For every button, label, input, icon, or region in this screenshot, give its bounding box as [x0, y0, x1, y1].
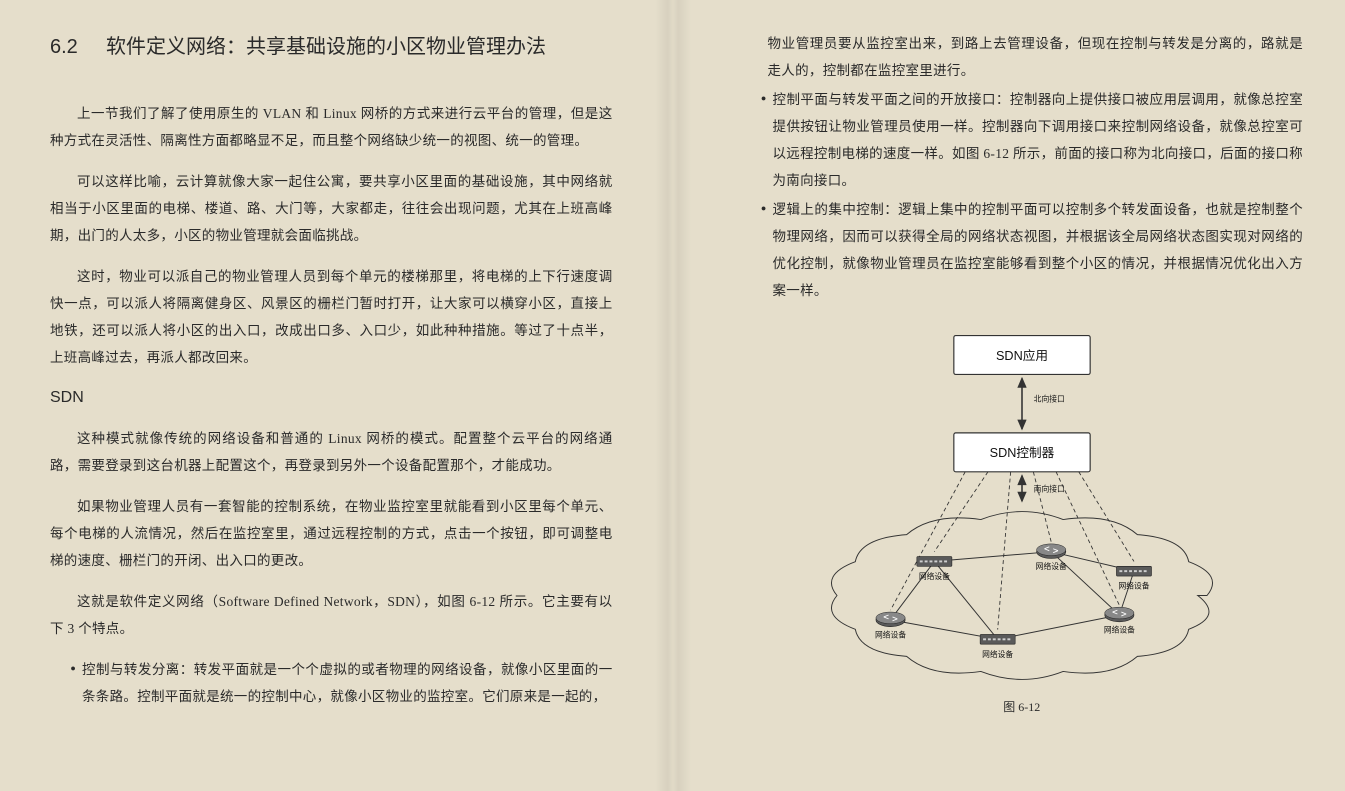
svg-text:网络设备: 网络设备 — [982, 649, 1013, 659]
svg-text:SDN应用: SDN应用 — [996, 348, 1048, 363]
svg-text:SDN控制器: SDN控制器 — [989, 446, 1054, 460]
paragraph: 如果物业管理人员有一套智能的控制系统，在物业监控室里就能看到小区里每个单元、每个… — [50, 493, 613, 574]
figure-6-12: SDN应用北向接口SDN控制器南向接口网络设备网络设备网络设备网络设备网络设备网… — [741, 318, 1304, 715]
paragraph: 上一节我们了解了使用原生的 VLAN 和 Linux 网桥的方式来进行云平台的管… — [50, 100, 613, 154]
section-heading: 6.2 软件定义网络：共享基础设施的小区物业管理办法 — [50, 30, 613, 64]
right-page: 物业管理员要从监控室出来，到路上去管理设备，但现在控制与转发是分离的，路就是走人… — [673, 0, 1345, 791]
paragraph: 这种模式就像传统的网络设备和普通的 Linux 网桥的模式。配置整个云平台的网络… — [50, 425, 613, 479]
svg-text:网络设备: 网络设备 — [1118, 581, 1149, 591]
bullet-list: 控制平面与转发平面之间的开放接口：控制器向上提供接口被应用层调用，就像总控室提供… — [741, 86, 1304, 304]
bullet-continuation: 物业管理员要从监控室出来，到路上去管理设备，但现在控制与转发是分离的，路就是走人… — [741, 30, 1304, 84]
page-fold-shadow — [655, 0, 673, 791]
svg-text:北向接口: 北向接口 — [1033, 394, 1064, 404]
paragraph: 可以这样比喻，云计算就像大家一起住公寓，要共享小区里面的基础设施，其中网络就相当… — [50, 168, 613, 249]
paragraph: 这就是软件定义网络（Software Defined Network，SDN），… — [50, 588, 613, 642]
section-title-text: 软件定义网络：共享基础设施的小区物业管理办法 — [106, 30, 613, 64]
svg-text:网络设备: 网络设备 — [875, 629, 906, 639]
svg-text:网络设备: 网络设备 — [919, 571, 950, 581]
bullet-item: 控制与转发分离：转发平面就是一个个虚拟的或者物理的网络设备，就像小区里面的一条条… — [82, 656, 613, 710]
section-number: 6.2 — [50, 30, 106, 64]
page-fold-shadow — [673, 0, 691, 791]
figure-caption: 图 6-12 — [1003, 698, 1040, 715]
svg-text:网络设备: 网络设备 — [1035, 561, 1066, 571]
paragraph: 这时，物业可以派自己的物业管理人员到每个单元的楼梯那里，将电梯的上下行速度调快一… — [50, 263, 613, 371]
bullet-item: 控制平面与转发平面之间的开放接口：控制器向上提供接口被应用层调用，就像总控室提供… — [773, 86, 1304, 194]
svg-text:网络设备: 网络设备 — [1104, 625, 1135, 635]
left-page: 6.2 软件定义网络：共享基础设施的小区物业管理办法 上一节我们了解了使用原生的… — [0, 0, 673, 791]
subheading-sdn: SDN — [50, 389, 613, 407]
bullet-item: 逻辑上的集中控制：逻辑上集中的控制平面可以控制多个转发面设备，也就是控制整个物理… — [773, 196, 1304, 304]
bullet-list: 控制与转发分离：转发平面就是一个个虚拟的或者物理的网络设备，就像小区里面的一条条… — [50, 656, 613, 710]
sdn-diagram: SDN应用北向接口SDN控制器南向接口网络设备网络设备网络设备网络设备网络设备网… — [817, 318, 1227, 688]
